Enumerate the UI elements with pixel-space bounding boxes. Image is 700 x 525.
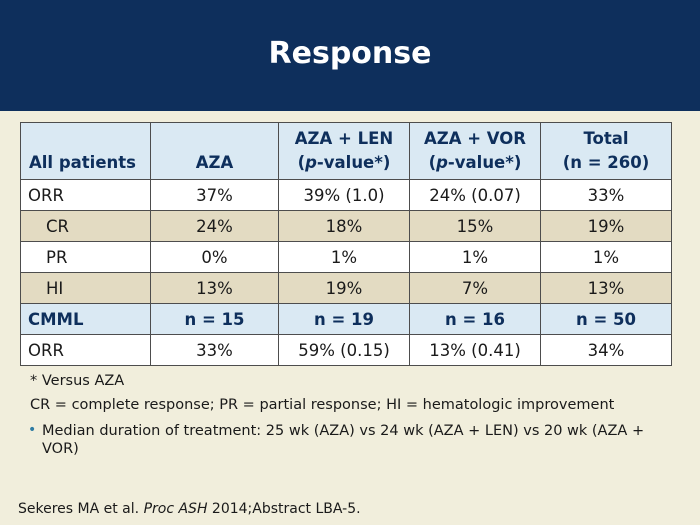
row-label: HI (20, 272, 151, 304)
table-cell: 13% (540, 272, 672, 304)
row-label: PR (20, 241, 151, 273)
header-total-line2: (n = 260) (562, 153, 650, 172)
row-label: ORR (20, 179, 151, 211)
response-table: All patients AZA AZA + LEN (p-value*) AZ… (20, 122, 672, 366)
table-cell: 39% (1.0) (278, 179, 410, 211)
header-aza-len: AZA + LEN (p-value*) (278, 122, 410, 180)
table-row-cmml-orr: ORR 33% 59% (0.15) 13% (0.41) 34% (20, 334, 672, 366)
table-row-cmml: CMML n = 15 n = 19 n = 16 n = 50 (20, 303, 672, 335)
table-cell: 19% (540, 210, 672, 242)
row-label: ORR (20, 334, 151, 366)
header-all-patients: All patients (20, 122, 151, 180)
header-aza-vor-line2: -value*) (447, 153, 522, 172)
header-aza-vor-line1: AZA + VOR (423, 129, 527, 148)
header-total-line1: Total (583, 129, 629, 148)
row-label: CR (20, 210, 151, 242)
table-row-hi: HI 13% 19% 7% 13% (20, 272, 672, 304)
table-row-cr: CR 24% 18% 15% 19% (20, 210, 672, 242)
title-bar (0, 0, 700, 111)
header-aza-len-line1: AZA + LEN (294, 129, 394, 148)
header-total: Total (n = 260) (540, 122, 672, 180)
citation-rest: 2014;Abstract LBA-5. (211, 501, 361, 517)
table-cell: 33% (540, 179, 672, 211)
header-aza-len-p: p (305, 153, 317, 172)
table-cell: 18% (278, 210, 410, 242)
slide-title: Response (268, 36, 432, 71)
table-cell: 7% (409, 272, 541, 304)
header-aza-len-line2: -value*) (316, 153, 391, 172)
table-cell: 24% (0.07) (409, 179, 541, 211)
header-aza-vor: AZA + VOR (p-value*) (409, 122, 541, 180)
footnote-abbreviations: CR = complete response; PR = partial res… (30, 397, 615, 413)
table-header-row: All patients AZA AZA + LEN (p-value*) AZ… (20, 122, 672, 180)
table-cell: 19% (278, 272, 410, 304)
table-cell: 1% (409, 241, 541, 273)
table-cell: 33% (150, 334, 279, 366)
table-cell: n = 16 (409, 303, 541, 335)
table-cell: 37% (150, 179, 279, 211)
citation-authors: Sekeres MA et al. (18, 501, 140, 517)
table-cell: 1% (278, 241, 410, 273)
table-cell: 59% (0.15) (278, 334, 410, 366)
table-cell: n = 19 (278, 303, 410, 335)
citation-journal: Proc ASH (143, 501, 208, 517)
table-cell: n = 50 (540, 303, 672, 335)
bullet-text: Median duration of treatment: 25 wk (AZA… (42, 423, 645, 457)
row-label: CMML (20, 303, 151, 335)
table-cell: 13% (150, 272, 279, 304)
table-cell: n = 15 (150, 303, 279, 335)
header-aza-vor-p: p (436, 153, 448, 172)
bullet-icon: • (28, 422, 37, 438)
footnote-versus: * Versus AZA (30, 373, 125, 389)
table-cell: 34% (540, 334, 672, 366)
table-row-orr: ORR 37% 39% (1.0) 24% (0.07) 33% (20, 179, 672, 211)
table-row-pr: PR 0% 1% 1% 1% (20, 241, 672, 273)
table-cell: 24% (150, 210, 279, 242)
citation: Sekeres MA et al. Proc ASH 2014;Abstract… (18, 501, 361, 517)
header-aza: AZA (150, 122, 279, 180)
table-cell: 15% (409, 210, 541, 242)
table-cell: 13% (0.41) (409, 334, 541, 366)
table-cell: 0% (150, 241, 279, 273)
table-cell: 1% (540, 241, 672, 273)
